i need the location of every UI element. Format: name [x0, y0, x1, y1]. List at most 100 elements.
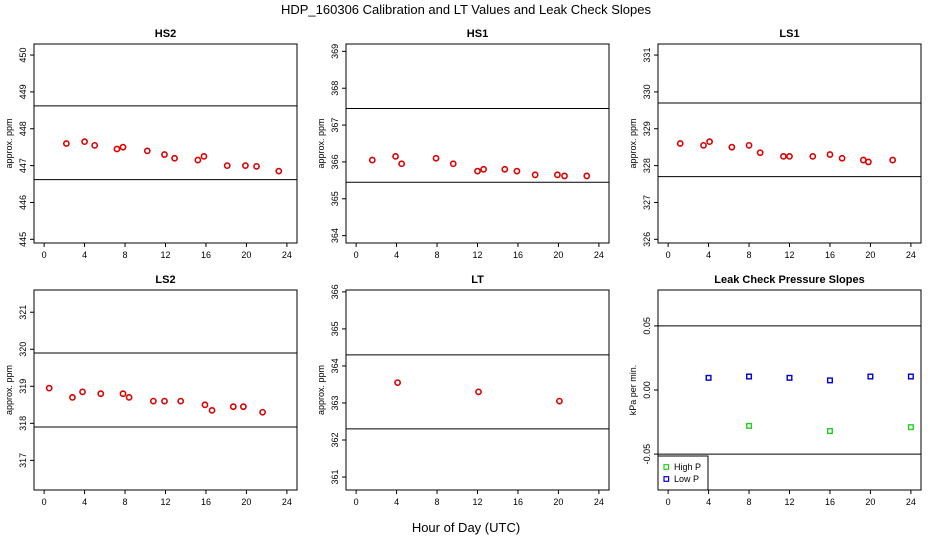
data-point [531, 171, 539, 179]
y-tick-label: 365 [330, 321, 340, 336]
y-tick-label: 0.05 [642, 317, 652, 335]
data-point [826, 377, 833, 384]
data-point [161, 397, 168, 405]
y-axis-label: kPa per min. [628, 365, 638, 416]
data-point [91, 141, 99, 149]
data-point [907, 424, 914, 431]
x-tick-label: 8 [123, 250, 128, 260]
y-tick-label: 327 [642, 195, 652, 210]
x-tick-label: 12 [160, 250, 170, 260]
x-tick-label: 4 [394, 497, 399, 507]
data-point [97, 390, 105, 398]
data-point [705, 374, 712, 381]
data-point [867, 373, 874, 380]
data-point [865, 158, 872, 166]
panel-title: LS1 [779, 28, 799, 40]
data-point [239, 403, 247, 411]
x-tick-label: 4 [706, 497, 711, 507]
plot-frame [33, 43, 298, 244]
x-tick-label: 24 [594, 497, 604, 507]
y-tick-label: 368 [330, 81, 340, 96]
data-point [229, 403, 237, 411]
x-tick-label: 8 [747, 250, 752, 260]
y-tick-label: 361 [330, 470, 340, 485]
data-point [756, 149, 764, 157]
y-axis-label: approx. ppm [4, 118, 14, 168]
data-point [745, 141, 753, 149]
data-point [81, 138, 88, 146]
data-point [676, 140, 684, 147]
x-tick-label: 12 [784, 250, 794, 260]
data-point [242, 162, 249, 170]
data-point [69, 394, 76, 401]
data-point [79, 388, 86, 396]
data-point [201, 401, 209, 409]
y-tick-label: 446 [18, 195, 28, 210]
y-tick-label: 330 [642, 84, 652, 99]
panel-hs1: HS1 0 4 8 12 16 20 24 364 365 366 367 368 369 approx. … [316, 28, 610, 260]
x-tick-label: 4 [82, 497, 87, 507]
data-point [392, 152, 399, 160]
data-point [474, 167, 481, 175]
x-tick-label: 16 [513, 497, 523, 507]
data-point [809, 152, 817, 160]
x-tick-label: 24 [282, 250, 292, 260]
x-tick-label: 24 [282, 497, 292, 507]
data-point [746, 422, 753, 429]
x-tick-label: 12 [160, 497, 170, 507]
y-tick-label: 367 [330, 118, 340, 133]
x-tick-label: 0 [666, 250, 671, 260]
data-point [432, 154, 440, 162]
x-tick-label: 20 [553, 497, 563, 507]
y-tick-label: 365 [330, 191, 340, 206]
panel-title: LS2 [155, 274, 175, 286]
x-tick-label: 8 [435, 497, 440, 507]
data-point [780, 152, 787, 160]
y-tick-label: 331 [642, 48, 652, 63]
data-point [253, 162, 260, 170]
x-tick-label: 4 [394, 250, 399, 260]
data-point [200, 152, 208, 160]
data-point [583, 172, 591, 180]
panel-ls1: LS1 0 4 8 12 16 20 24 326 327 328 329 330 331 approx. … [628, 28, 922, 260]
data-point [786, 374, 793, 381]
data-point [556, 397, 563, 405]
y-tick-label: 364 [330, 358, 340, 373]
data-point [480, 165, 487, 173]
y-tick-label: 317 [18, 453, 28, 468]
data-point [119, 390, 127, 398]
y-tick-label: 319 [18, 379, 28, 394]
x-tick-label: 20 [865, 497, 875, 507]
panel-title: HS1 [467, 28, 488, 40]
data-point [398, 160, 406, 168]
x-tick-label: 0 [42, 250, 47, 260]
plot-frame [33, 289, 298, 491]
x-tick-label: 20 [865, 250, 875, 260]
x-tick-label: 12 [472, 497, 482, 507]
x-tick-label: 8 [123, 497, 128, 507]
y-tick-label: 321 [18, 305, 28, 320]
x-tick-label: 12 [784, 497, 794, 507]
panel-lt: LT 0 4 8 12 16 20 24 361 362 363 364 365 366 approx. p… [316, 274, 610, 507]
data-point [786, 152, 793, 160]
x-tick-label: 16 [201, 497, 211, 507]
x-tick-label: 20 [241, 250, 251, 260]
y-tick-label: 363 [330, 395, 340, 410]
panel-ls2: LS2 0 4 8 12 16 20 24 317 318 319 320 321 approx. ppm [4, 274, 298, 507]
panel-title: Leak Check Pressure Slopes [714, 274, 864, 286]
x-tick-label: 16 [513, 250, 523, 260]
data-point [728, 143, 736, 151]
y-tick-label: 448 [18, 121, 28, 136]
data-point [113, 145, 121, 153]
x-tick-label: 16 [201, 250, 211, 260]
data-point [826, 428, 833, 435]
data-point [171, 154, 179, 162]
y-axis-label: approx. ppm [316, 365, 326, 415]
data-point [475, 388, 482, 396]
panel-leak: Leak Check Pressure Slopes 0 4 8 12 16 20 24 -0.… [628, 274, 922, 507]
y-tick-label: 369 [330, 44, 340, 59]
x-tick-label: 24 [906, 250, 916, 260]
x-tick-label: 20 [241, 497, 251, 507]
data-point [259, 408, 267, 416]
